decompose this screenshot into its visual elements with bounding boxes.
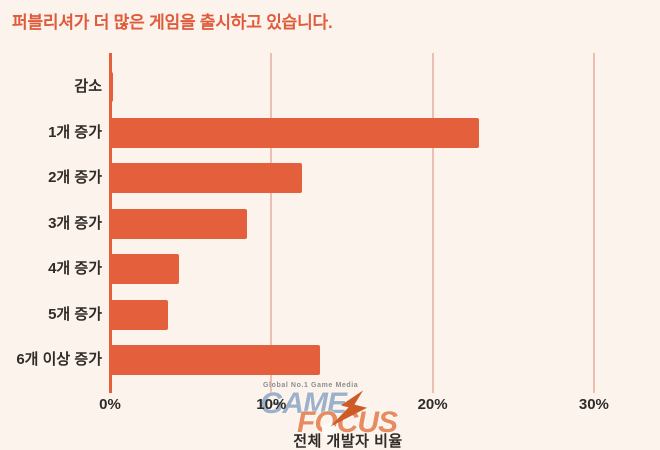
- category-label: 감소: [74, 78, 102, 95]
- category-label: 3개 증가: [48, 214, 102, 232]
- gridline-30: [592, 53, 595, 393]
- category-label: 4개 증가: [48, 260, 102, 277]
- bar: [108, 117, 480, 148]
- chart-title: 퍼블리셔가 더 많은 게임을 출시하고 있습니다.: [12, 13, 333, 32]
- bar: [108, 163, 303, 193]
- x-axis-label: 전체 개발자 비율: [293, 433, 403, 450]
- gridline-20: [431, 53, 434, 393]
- category-label: 2개 증가: [48, 169, 102, 186]
- bar: [108, 254, 180, 284]
- category-label: 1개 증가: [48, 123, 102, 141]
- bar: [108, 345, 320, 375]
- gridline-10: [270, 53, 273, 393]
- bar: [108, 208, 248, 239]
- category-label: 6개 이상 증가: [16, 351, 102, 368]
- bar: [108, 72, 114, 102]
- category-label: 5개 증가: [48, 305, 102, 323]
- x-tick-label: 10%: [256, 396, 287, 413]
- x-tick-label: 30%: [578, 396, 609, 413]
- bar: [108, 299, 169, 330]
- x-tick-label: 0%: [99, 396, 121, 413]
- x-tick-label: 20%: [417, 396, 448, 413]
